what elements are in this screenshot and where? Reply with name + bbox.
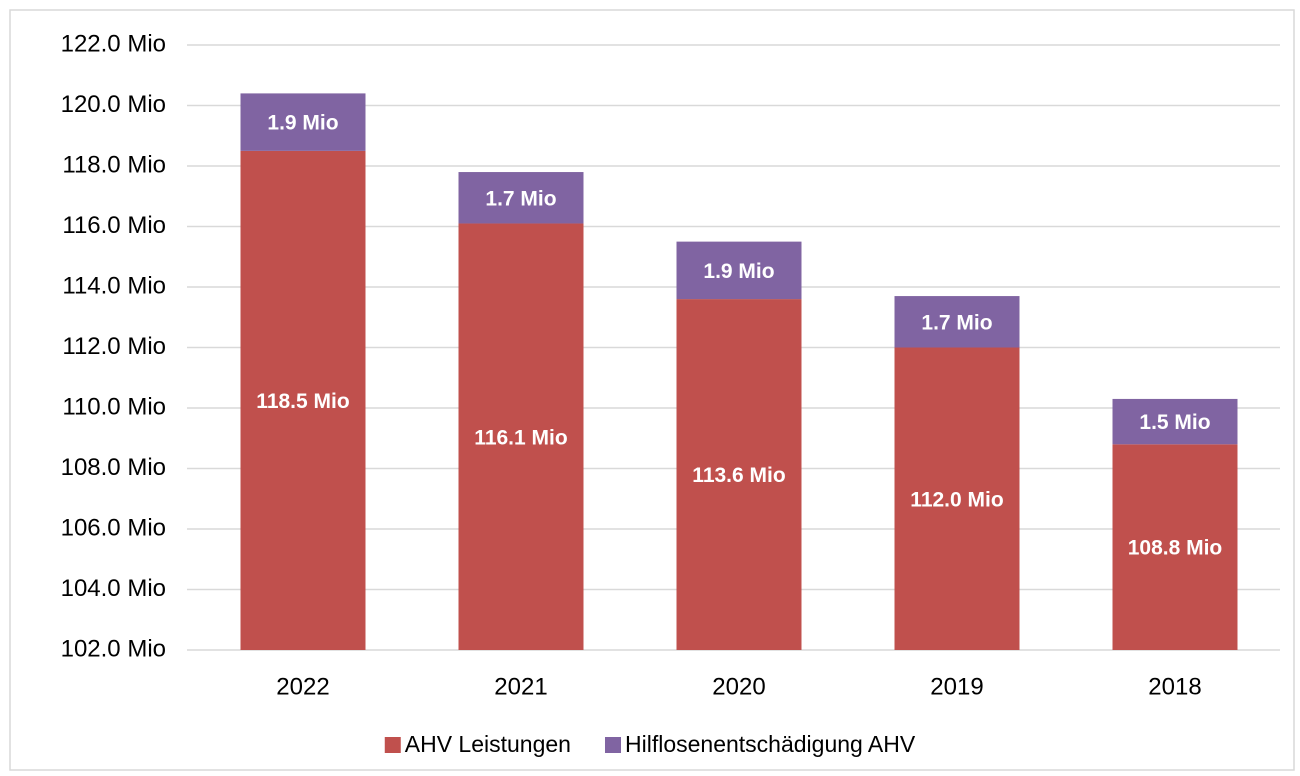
chart-border: [9, 9, 1295, 771]
y-tick-label: 118.0 Mio: [62, 151, 166, 178]
data-label: 116.1 Mio: [474, 426, 567, 449]
bar-segment: [1112, 398, 1238, 445]
data-label: 118.5 Mio: [256, 390, 349, 413]
bar-segment: [240, 93, 366, 151]
x-tick-label: 2021: [494, 673, 547, 700]
data-label: 1.7 Mio: [485, 187, 556, 210]
y-tick-label: 112.0 Mio: [62, 333, 166, 360]
legend-swatch: [604, 737, 621, 753]
legend-label: Hilflosenentschädigung AHV: [625, 731, 916, 757]
y-tick-label: 116.0 Mio: [62, 212, 166, 239]
data-label: 112.0 Mio: [910, 488, 1003, 511]
y-tick-label: 114.0 Mio: [62, 272, 166, 299]
legend-swatch: [384, 737, 401, 753]
bar-segment: [240, 150, 366, 650]
bar-segment: [676, 241, 802, 300]
bar-segment: [458, 172, 584, 224]
bar-segment: [676, 299, 802, 650]
y-tick-label: 104.0 Mio: [61, 575, 166, 602]
x-tick-label: 2022: [276, 673, 329, 700]
bar-segment: [894, 296, 1020, 348]
bar-segment: [894, 347, 1020, 650]
data-label: 1.5 Mio: [1139, 411, 1210, 434]
y-tick-label: 110.0 Mio: [62, 393, 166, 420]
data-label: 1.9 Mio: [703, 260, 774, 283]
y-tick-label: 106.0 Mio: [61, 514, 166, 541]
x-tick-label: 2018: [1148, 673, 1201, 700]
data-label: 1.9 Mio: [267, 112, 338, 135]
data-label: 113.6 Mio: [692, 464, 785, 487]
legend-label: AHV Leistungen: [405, 731, 571, 757]
bar-segment: [458, 223, 584, 650]
data-label: 108.8 Mio: [1128, 537, 1223, 560]
y-tick-label: 120.0 Mio: [61, 91, 166, 118]
bar-segment: [1112, 444, 1238, 650]
data-label: 1.7 Mio: [921, 311, 992, 334]
x-tick-label: 2020: [712, 673, 765, 700]
x-tick-label: 2019: [930, 673, 983, 700]
y-tick-label: 102.0 Mio: [61, 635, 166, 662]
y-tick-label: 122.0 Mio: [61, 30, 166, 57]
y-tick-label: 108.0 Mio: [61, 454, 166, 481]
